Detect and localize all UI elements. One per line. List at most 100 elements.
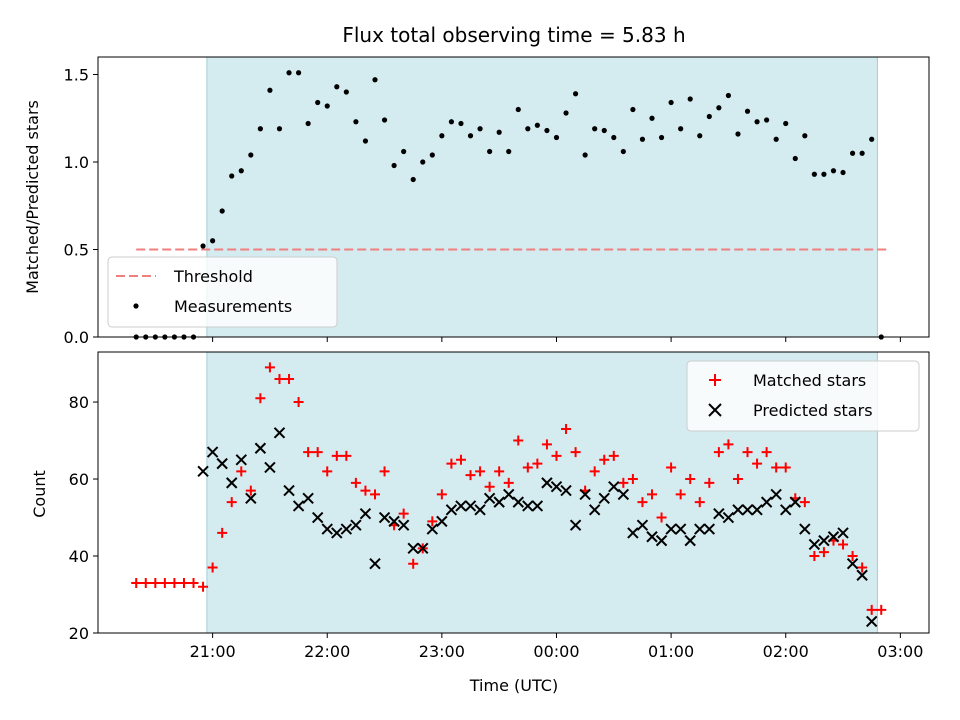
top-y-tick-label: 0.0 [64,328,89,347]
predicted-stars-point [846,558,859,570]
predicted-stars-point [455,500,467,512]
predicted-stars-point [789,496,801,508]
bottom-axes-frame [97,351,930,634]
measurement-point [687,96,693,102]
measurement-point [802,133,808,139]
measurement-point [783,120,789,127]
measurement-point [620,148,626,155]
measurement-point [764,117,770,123]
matched-stars-point [264,362,275,373]
matched-stars-point [341,450,352,461]
predicted-stars-point [226,477,238,489]
top-y-axis-label: Matched/Predicted stars [23,100,42,294]
matched-stars-point [303,447,314,458]
matched-stars-point [255,393,266,404]
predicted-stars-point [588,504,601,516]
predicted-stars-point [770,488,782,501]
legend-label: Predicted stars [753,401,873,420]
top-series-0 [133,70,884,340]
matched-stars-point [647,489,657,500]
predicted-stars-point [751,504,763,516]
measurement-point [362,138,369,144]
predicted-stars-point [378,511,391,524]
predicted-stars-point [235,454,247,466]
predicted-stars-point [493,496,505,508]
measurement-point [553,134,560,141]
predicted-stars-point [636,519,649,531]
matched-stars-point [685,474,696,485]
matched-stars-point [293,397,304,408]
legend-label: Matched stars [753,371,866,390]
measurement-point [735,131,741,137]
bottom-panel: 21:00 22:00 23:00 00:00 01:00 02:00 03:00 20 40 6… [69,351,930,661]
measurement-point [381,117,388,123]
matched-stars-point [446,458,457,469]
predicted-stars-point [397,519,410,531]
matched-stars-point [675,489,686,500]
matched-stars-point [713,447,724,458]
measurement-point [572,91,579,97]
predicted-stars-point [474,504,486,516]
predicted-stars-point [646,531,658,543]
predicted-stars-point [197,465,209,478]
measurement-point [305,120,311,127]
matched-stars-point [236,466,247,477]
predicted-stars-point [407,542,419,555]
predicted-stars-point [464,500,477,512]
predicted-stars-point [359,507,372,520]
x-tick-label: 03:00 [877,642,923,661]
predicted-stars-point [426,523,439,535]
measurement-point [439,133,445,139]
predicted-stars-point [674,523,687,535]
legend-measurements-swatch [133,303,139,309]
measurement-point [744,108,751,114]
top-y-tick-label: 1.5 [64,66,89,85]
measurement-point [219,208,225,214]
legend-matched-swatch [709,374,721,386]
matched-stars-point [541,439,552,450]
predicted-stars-point [531,500,544,512]
matched-stars-point [637,497,648,508]
predicted-stars-point [808,538,821,551]
x-tick-label: 02:00 [763,642,809,661]
matched-stars-point [188,577,199,588]
measurement-point [697,133,703,139]
top-y-tick-label: 1.0 [64,153,89,172]
measurement-point [286,70,292,76]
legend-predicted-swatch [708,403,722,417]
measurement-point [429,152,435,158]
matched-stars-point [159,577,170,588]
measurement-point [295,70,302,76]
predicted-stars-point [627,527,639,539]
measurement-point [869,136,875,142]
matched-stars-point [360,485,371,496]
x-axis-label: Time (UTC) [469,676,558,695]
matched-stars-point [436,489,447,500]
matched-stars-point [522,462,533,473]
measurement-point [725,92,732,99]
predicted-stars-point [694,523,706,535]
predicted-stars-point [579,488,591,501]
matched-stars-point [742,447,753,458]
matched-stars-point [656,512,667,523]
matched-stars-point [398,508,409,519]
measurement-point [716,105,722,111]
predicted-stars-point [369,558,381,570]
matched-stars-point [408,558,419,569]
predicted-stars-point [350,519,362,531]
predicted-stars-point [264,461,276,474]
matched-stars-point [799,497,810,508]
matched-stars-point [618,477,629,488]
matched-stars-point [169,577,180,588]
predicted-stars-point [713,507,725,520]
predicted-stars-point [388,515,400,528]
predicted-stars-point [541,477,553,489]
measurement-point [706,113,712,120]
bottom-series-1 [197,427,878,628]
predicted-stars-point [732,504,744,516]
predicted-stars-point [503,488,515,501]
predicted-stars-point [216,457,228,470]
measurement-point [849,150,856,156]
matched-stars-point [732,474,743,485]
